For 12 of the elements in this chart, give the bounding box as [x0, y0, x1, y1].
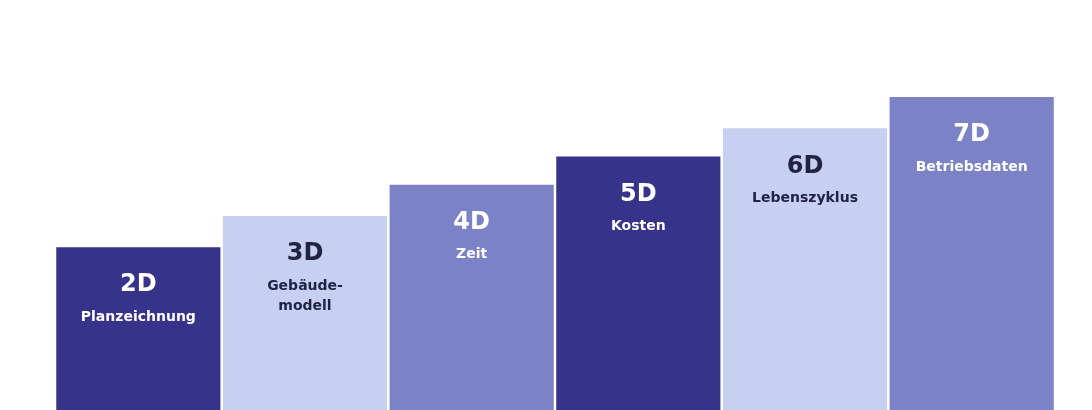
x-tick-label: 3D Gebäude- modell [267, 238, 344, 313]
bar [389, 184, 554, 410]
bar [556, 156, 721, 410]
bar [56, 247, 221, 410]
bar [889, 97, 1054, 410]
bar [222, 215, 388, 410]
x-tick-label: 4D Zeit [453, 206, 490, 262]
bar [722, 128, 888, 410]
x-tick-label: 5D Kosten [610, 178, 666, 234]
x-tick-label: 7D Betriebsdaten [915, 119, 1028, 174]
x-tick-label: 6D Lebenszyklus [752, 150, 858, 205]
x-tick-label: 2D Planzeichnung [80, 269, 196, 324]
